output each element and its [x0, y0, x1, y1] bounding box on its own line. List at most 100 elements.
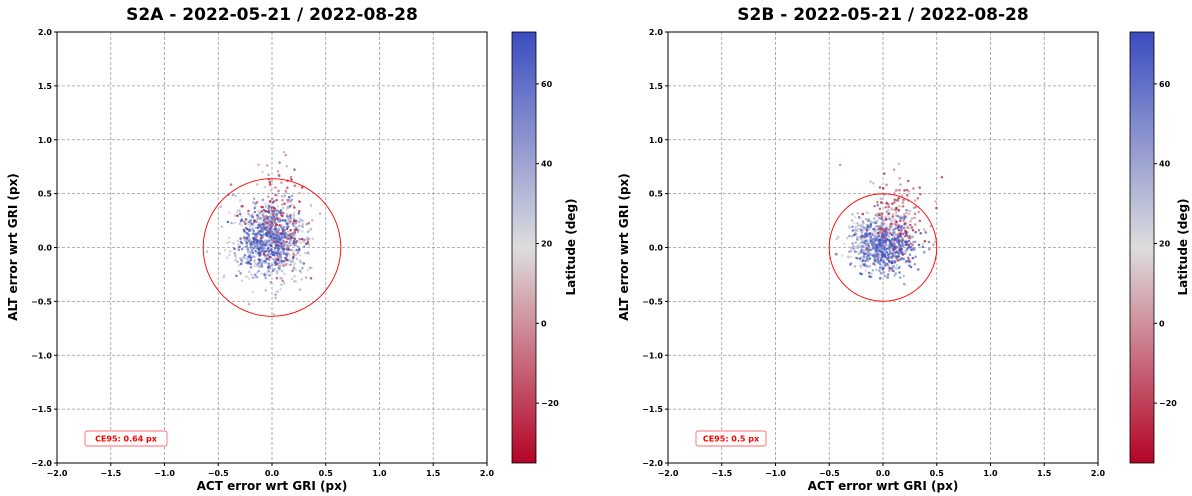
scatter-point	[897, 241, 900, 244]
scatter-point	[247, 212, 250, 216]
scatter-point	[298, 269, 302, 273]
scatter-point	[252, 232, 255, 236]
scatter-point	[275, 214, 278, 217]
scatter-point	[279, 211, 282, 214]
scatter-point	[253, 210, 257, 214]
scatter-point	[290, 260, 293, 263]
scatter-point	[862, 241, 866, 245]
scatter-point	[249, 256, 253, 260]
scatter-point	[292, 214, 296, 217]
scatter-point	[277, 189, 280, 193]
scatter-point	[230, 221, 233, 225]
scatter-point	[279, 225, 283, 229]
scatter-point	[878, 207, 882, 210]
scatter-point	[877, 261, 880, 264]
scatter-point	[859, 272, 862, 275]
scatter-point	[276, 205, 280, 208]
scatter-point	[268, 183, 272, 187]
scatter-point	[297, 245, 301, 249]
scatter-point	[929, 224, 932, 228]
scatter-point	[845, 236, 849, 240]
scatter-point	[873, 204, 876, 208]
scatter-point	[304, 276, 308, 279]
scatter-point	[837, 235, 840, 239]
y-tick-label: 1.5	[649, 82, 664, 91]
scatter-point	[898, 276, 902, 279]
scatter-point	[894, 233, 898, 237]
scatter-point	[888, 217, 891, 221]
scatter-point	[303, 238, 306, 241]
scatter-point	[258, 264, 262, 268]
y-tick-label: −1.0	[642, 351, 663, 360]
scatter-point	[288, 254, 292, 257]
scatter-point	[271, 223, 275, 226]
scatter-point	[280, 214, 284, 218]
scatter-point	[266, 265, 270, 268]
scatter-point	[271, 201, 275, 204]
scatter-point	[853, 265, 857, 268]
scatter-point	[932, 243, 935, 246]
scatter-point	[205, 250, 209, 253]
scatter-point	[878, 277, 882, 280]
scatter-points	[834, 162, 944, 286]
scatter-point	[256, 232, 259, 235]
scatter-point	[252, 197, 256, 201]
scatter-point	[897, 162, 901, 166]
scatter-point	[263, 259, 267, 263]
scatter-point	[874, 221, 877, 225]
scatter-point	[245, 275, 248, 278]
scatter-point	[290, 198, 294, 202]
colorbar-label: Latitude (deg)	[1176, 198, 1190, 295]
scatter-point	[281, 279, 284, 282]
scatter-point	[850, 219, 854, 222]
scatter-point	[249, 262, 252, 266]
scatter-point	[883, 264, 887, 267]
scatter-point	[895, 264, 899, 267]
scatter-point	[887, 259, 891, 263]
scatter-point	[865, 246, 869, 250]
scatter-point	[880, 244, 883, 247]
scatter-point	[861, 245, 864, 249]
scatter-point	[914, 230, 918, 234]
scatter-point	[898, 176, 901, 180]
scatter-point	[298, 209, 301, 213]
scatter-point	[298, 259, 302, 263]
scatter-point	[883, 274, 887, 277]
scatter-point	[260, 272, 263, 275]
scatter-point	[860, 231, 864, 235]
scatter-point	[890, 244, 894, 247]
scatter-point	[267, 239, 271, 243]
scatter-point	[234, 254, 237, 258]
scatter-point	[850, 249, 853, 253]
scatter-point	[909, 223, 912, 227]
scatter-point	[273, 230, 277, 234]
scatter-point	[883, 172, 886, 176]
scatter-point	[239, 272, 242, 275]
scatter-point	[861, 234, 864, 238]
scatter-point	[227, 236, 231, 240]
scatter-point	[877, 252, 880, 256]
scatter-point	[238, 222, 242, 226]
scatter-point	[921, 242, 924, 246]
y-tick-label: 1.0	[649, 136, 664, 145]
scatter-point	[911, 235, 914, 239]
scatter-point	[881, 267, 885, 271]
scatter-point	[257, 269, 261, 273]
scatter-point	[246, 248, 250, 252]
y-tick-label: 0.0	[38, 244, 53, 253]
scatter-point	[290, 277, 294, 281]
scatter-point	[858, 243, 861, 246]
scatter-point	[287, 221, 291, 225]
scatter-point	[300, 186, 304, 189]
scatter-point	[890, 233, 894, 237]
scatter-point	[282, 281, 286, 285]
scatter-point	[905, 249, 908, 252]
scatter-point	[885, 234, 888, 237]
scatter-point	[906, 256, 910, 259]
scatter-point	[280, 245, 284, 248]
scatter-point	[912, 187, 915, 190]
scatter-point	[890, 206, 894, 210]
y-tick-label: 0.5	[649, 190, 664, 199]
scatter-point	[252, 247, 255, 250]
scatter-point	[851, 229, 855, 232]
